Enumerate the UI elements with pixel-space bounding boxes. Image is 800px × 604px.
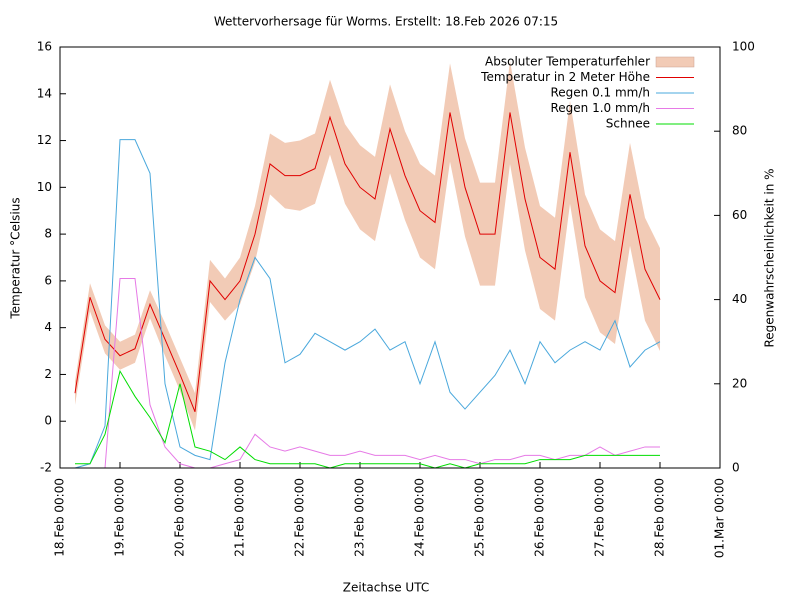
y-tick-label: 0: [44, 414, 52, 428]
x-tick-label: 26.Feb 00:00: [533, 478, 547, 557]
legend-label: Regen 1.0 mm/h: [550, 101, 650, 115]
x-tick-label: 23.Feb 00:00: [353, 478, 367, 557]
y2-tick-label: 80: [732, 124, 747, 138]
y-tick-label: 2: [44, 367, 52, 381]
x-tick-label: 28.Feb 00:00: [653, 478, 667, 557]
plot-frame: [59, 46, 721, 469]
legend-label: Regen 0.1 mm/h: [550, 86, 650, 100]
y2-axis-label: Regenwahrscheinlichkeit in %: [763, 168, 777, 347]
y2-tick-label: 60: [732, 208, 747, 222]
chart-title: Wettervorhersage für Worms. Erstellt: 18…: [214, 15, 558, 29]
y-tick-label: 16: [37, 40, 52, 54]
x-tick-label: 22.Feb 00:00: [293, 478, 307, 557]
y-tick-label: 10: [37, 180, 52, 194]
y-tick-label: 6: [44, 273, 52, 287]
legend-label: Schnee: [606, 117, 650, 131]
y2-tick-label: 0: [732, 461, 740, 475]
series-line: [75, 369, 660, 469]
y2-tick-label: 40: [732, 292, 747, 306]
x-tick-label: 21.Feb 00:00: [233, 478, 247, 557]
legend-swatch: [655, 56, 695, 68]
y-tick-label: 12: [37, 133, 52, 147]
error-band: [75, 61, 660, 431]
x-tick-label: 27.Feb 00:00: [593, 478, 607, 557]
series-line: [74, 139, 661, 469]
x-axis-label: Zeitachse UTC: [343, 581, 429, 595]
x-tick-label: 18.Feb 00:00: [53, 478, 67, 557]
series-line: [74, 112, 661, 413]
x-tick-label: 19.Feb 00:00: [113, 478, 127, 557]
x-tick-label: 01.Mar 00:00: [713, 478, 727, 558]
y-tick-label: -2: [40, 461, 52, 475]
y-tick-label: 8: [44, 227, 52, 241]
x-tick-label: 24.Feb 00:00: [413, 478, 427, 557]
x-tick-label: 25.Feb 00:00: [473, 478, 487, 557]
legend-label: Temperatur in 2 Meter Höhe: [480, 70, 650, 84]
legend-label: Absoluter Temperaturfehler: [485, 55, 650, 69]
y-axis-label: Temperatur °Celsius: [9, 197, 23, 319]
y-tick-label: 4: [44, 320, 52, 334]
y2-tick-label: 100: [732, 40, 755, 54]
y2-tick-label: 20: [732, 376, 747, 390]
y-tick-label: 14: [37, 86, 52, 100]
series-line: [75, 278, 660, 469]
x-tick-label: 20.Feb 00:00: [173, 478, 187, 557]
